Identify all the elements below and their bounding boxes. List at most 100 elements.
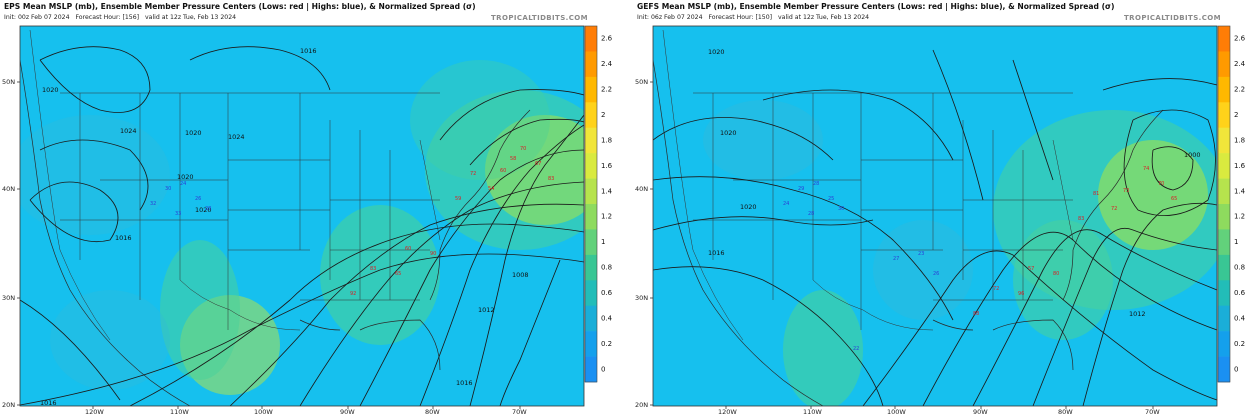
isobar-label: 1012 [1129, 310, 1146, 318]
high-center-marker: 23 [918, 251, 924, 257]
low-center-marker: 72 [470, 171, 476, 177]
colorbar-swatch [1218, 102, 1230, 129]
lon-label: 70W [512, 408, 527, 416]
isobar-label: 1012 [478, 306, 495, 314]
lat-label: 30N [635, 294, 648, 302]
low-center-marker: 58 [510, 156, 516, 162]
colorbar-swatch [585, 331, 597, 357]
gefs-brand: TROPICALTIDBITS.COM [1124, 14, 1221, 22]
colorbar-swatch [1218, 76, 1230, 103]
high-center-marker: 22 [853, 346, 859, 352]
lon-label: 110W [803, 408, 822, 416]
spread-shading [1013, 220, 1113, 340]
colorbar-swatch [585, 254, 597, 281]
isobar-line [439, 89, 584, 141]
isobar-label: 1016 [40, 399, 57, 407]
isobar-line [1102, 78, 1217, 91]
colorbar-swatch [1218, 26, 1230, 52]
isobar-line [653, 176, 954, 321]
lon-label: 90W [340, 408, 355, 416]
colorbar-tick: 0 [1234, 365, 1238, 373]
low-center-marker: 70 [520, 146, 526, 152]
isobar-label: 1020 [195, 206, 212, 214]
colorbar-swatch [585, 102, 597, 129]
colorbar-tick: 2.6 [601, 35, 613, 43]
colorbar-tick: 1.2 [601, 213, 612, 221]
colorbar-swatch [1218, 127, 1230, 154]
eps-subtitle: Init: 00z Feb 07 2024 Forecast Hour: [15… [4, 14, 237, 21]
colorbar-swatch [1218, 178, 1230, 205]
gefs-title: GEFS Mean MSLP (mb), Ensemble Member Pre… [637, 2, 1115, 11]
low-center-marker: 92 [350, 291, 356, 297]
colorbar-tick: 0.2 [601, 340, 612, 348]
colorbar-swatch [585, 178, 597, 205]
colorbar-swatch [1218, 229, 1230, 256]
isobar-label: 1024 [228, 133, 245, 141]
high-center-marker: 27 [893, 256, 899, 262]
colorbar-tick: 1.6 [601, 162, 613, 170]
colorbar-swatch [1218, 305, 1230, 332]
high-center-marker: 26 [195, 196, 201, 202]
isobar-line [189, 46, 331, 91]
colorbar-swatch [585, 51, 597, 78]
isobar-line [762, 89, 954, 161]
isobar-label: 1000 [1184, 151, 1201, 159]
colorbar-swatch [1218, 204, 1230, 230]
isobar-line [419, 124, 584, 406]
low-center-marker: 88 [973, 311, 979, 317]
isobar-label: 1020 [720, 129, 737, 137]
colorbar-tick: 1.8 [601, 136, 612, 144]
low-center-marker: 83 [370, 266, 376, 272]
eps-title: EPS Mean MSLP (mb), Ensemble Member Pres… [4, 2, 476, 11]
colorbar-tick: 1.6 [1234, 162, 1246, 170]
low-center-marker: 67 [535, 161, 541, 167]
gefs-panel: GEFS Mean MSLP (mb), Ensemble Member Pre… [633, 0, 1255, 418]
isobar-label: 1016 [456, 379, 473, 387]
colorbar-swatch [1218, 280, 1230, 307]
colorbar-tick: 1.4 [1234, 187, 1246, 195]
colorbar-tick: 2 [601, 111, 605, 119]
isobar-line [469, 118, 584, 166]
low-center-marker: 72 [993, 286, 999, 292]
colorbar-tick: 0.8 [1234, 264, 1245, 272]
isobar-label: 1016 [708, 249, 725, 257]
spread-shading [703, 100, 823, 180]
isobar-line [499, 259, 561, 406]
gefs-subtitle: Init: 06z Feb 07 2024 Forecast Hour: [15… [637, 14, 870, 21]
colorbar-swatch [585, 26, 597, 52]
state-border [662, 29, 744, 341]
colorbar-swatch [1218, 356, 1230, 383]
low-center-marker: 59 [455, 196, 461, 202]
isobar-label: 1020 [185, 129, 202, 137]
colorbar-frame [1217, 25, 1231, 383]
isobar-line [1123, 109, 1216, 216]
lon-label: 120W [85, 408, 104, 416]
colorbar-tick: 1.2 [1234, 213, 1245, 221]
lon-label: 80W [425, 408, 440, 416]
isobar-line [653, 117, 834, 161]
colorbar-swatch [585, 280, 597, 307]
high-center-marker: 28 [205, 206, 211, 212]
low-center-marker: 96 [1018, 291, 1024, 297]
lat-label: 20N [2, 401, 15, 409]
high-center-marker: 33 [175, 211, 181, 217]
colorbar-tick: 1 [1234, 238, 1238, 246]
colorbar-tick: 2 [1234, 111, 1238, 119]
isobar-line [20, 299, 121, 401]
colorbar-swatch [585, 127, 597, 154]
lat-label: 30N [2, 294, 15, 302]
high-center-marker: 32 [150, 201, 156, 207]
isobar-line [653, 266, 884, 406]
isobar-label: 1020 [42, 86, 59, 94]
colorbar-tick: 1.4 [601, 187, 613, 195]
high-center-marker: 28 [808, 211, 814, 217]
coastline [653, 59, 1164, 406]
high-center-marker: 24 [783, 201, 789, 207]
colorbar-frame [584, 25, 598, 383]
lon-label: 110W [170, 408, 189, 416]
lat-label: 40N [635, 185, 648, 193]
low-center-marker: 60 [405, 246, 411, 252]
colorbar-swatch [1218, 153, 1230, 179]
spread-shading [873, 220, 973, 320]
